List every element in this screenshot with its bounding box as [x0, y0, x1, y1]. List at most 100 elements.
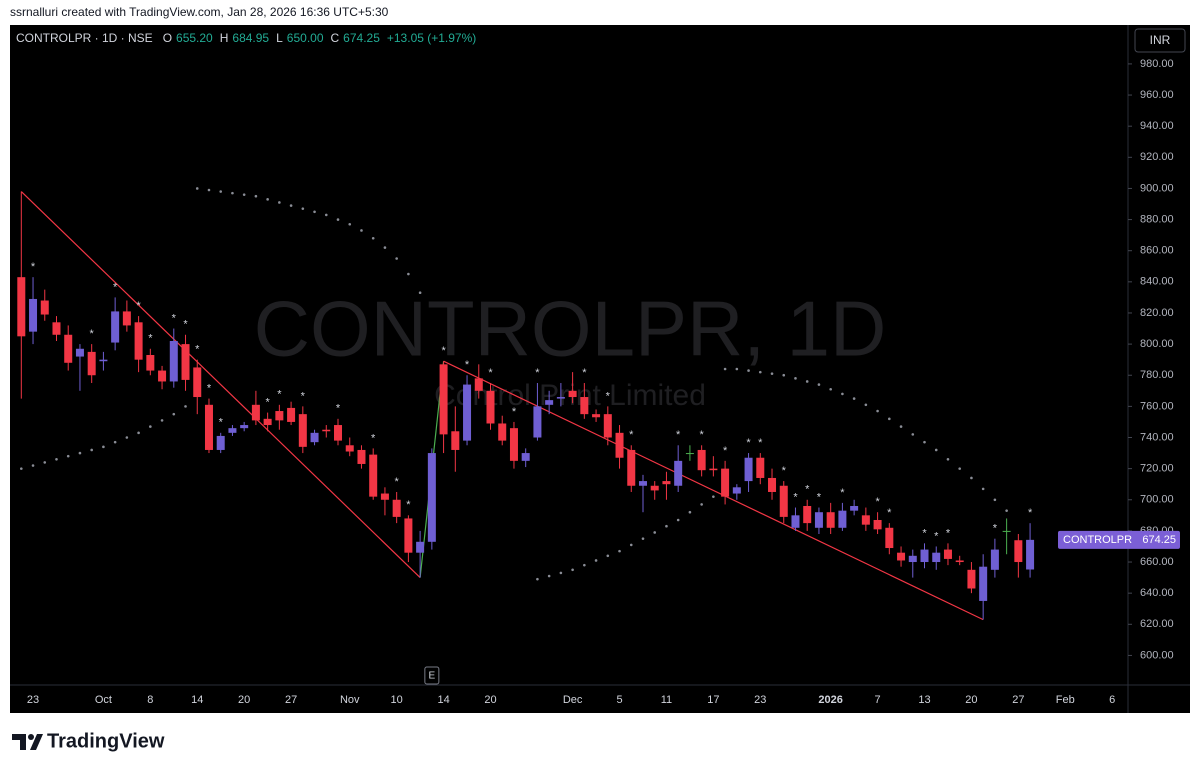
- signal-asterisk: *: [746, 437, 751, 449]
- psar-dot: [184, 405, 187, 408]
- psar-dot: [231, 191, 234, 195]
- signal-asterisk: *: [183, 319, 188, 331]
- psar-dot: [219, 190, 223, 193]
- attribution: ssrnalluri created with TradingView.com,…: [10, 5, 389, 19]
- x-tick-label: 27: [285, 694, 297, 706]
- psar-dot: [336, 218, 340, 221]
- candle-body: [1014, 540, 1023, 563]
- candle-body: [627, 449, 636, 486]
- candle-body: [826, 512, 835, 528]
- y-tick-label: 980.00: [1140, 58, 1174, 70]
- y-tick-label: 860.00: [1140, 245, 1174, 257]
- candle-body: [990, 549, 999, 570]
- signal-asterisk: *: [148, 333, 153, 345]
- candle-body: [181, 344, 190, 380]
- psar-dot: [946, 457, 950, 461]
- psar-dot: [970, 476, 973, 480]
- chart-background: [10, 25, 1190, 713]
- psar-dot: [758, 370, 762, 374]
- psar-dot: [794, 377, 797, 380]
- psar-dot: [43, 461, 47, 464]
- psar-dot: [371, 236, 375, 240]
- psar-dot: [770, 372, 774, 375]
- candle-body: [474, 378, 483, 391]
- y-tick-label: 940.00: [1140, 120, 1174, 132]
- psar-dot: [547, 574, 551, 578]
- psar-dot: [805, 380, 809, 383]
- currency[interactable]: INR: [1150, 33, 1171, 47]
- psar-dot: [841, 392, 844, 396]
- psar-dot: [981, 487, 985, 491]
- candle-body: [955, 560, 964, 563]
- candle-body: [322, 429, 331, 432]
- event-marker: [424, 666, 440, 685]
- x-tick-label: 23: [27, 694, 39, 706]
- candle-body: [193, 367, 202, 398]
- x-tick-label: 7: [875, 694, 881, 706]
- candle-body: [275, 411, 284, 421]
- signal-asterisk: *: [406, 499, 411, 511]
- candle-body: [263, 418, 272, 426]
- candle-body: [885, 527, 894, 549]
- y-tick-label: 620.00: [1140, 618, 1174, 630]
- x-tick-label: Dec: [563, 694, 583, 706]
- signal-asterisk: *: [371, 432, 376, 444]
- last-price-label: 674.25: [1142, 534, 1176, 546]
- psar-dot: [149, 425, 152, 428]
- candle-body: [204, 404, 213, 450]
- symbol: CONTROLPR · 1D · NSE: [16, 31, 153, 45]
- psar-dot: [407, 272, 410, 276]
- psar-dot: [958, 467, 961, 470]
- signal-asterisk: *: [441, 345, 446, 357]
- candle-body: [533, 406, 542, 438]
- candle-body: [943, 549, 952, 559]
- candle-body: [568, 390, 577, 398]
- psar-dot: [817, 383, 821, 386]
- candle-body: [861, 515, 870, 525]
- signal-asterisk: *: [782, 465, 787, 477]
- signal-asterisk: *: [31, 261, 36, 273]
- y-tick-label: 900.00: [1140, 182, 1174, 194]
- psar-dot: [78, 451, 82, 455]
- legend-key: O: [162, 31, 173, 45]
- psar-dot: [852, 397, 856, 400]
- zigzag-line: [443, 360, 984, 621]
- x-tick-label: 14: [437, 694, 449, 706]
- y-tick-label: 820.00: [1140, 307, 1174, 319]
- candle-body: [169, 340, 178, 382]
- signal-asterisk: *: [301, 390, 306, 402]
- candle-body: [638, 481, 647, 486]
- signal-asterisk: *: [676, 429, 681, 441]
- psar-dot: [160, 419, 164, 422]
- y-tick-label: 800.00: [1140, 338, 1174, 350]
- psar-dot: [665, 524, 668, 528]
- x-tick-label: 10: [391, 694, 403, 706]
- psar-dot: [348, 222, 352, 226]
- psar-dot: [888, 417, 891, 421]
- candle-body: [920, 549, 929, 563]
- legend-value: 650.00: [286, 31, 324, 45]
- psar-dot: [289, 204, 293, 207]
- candle-body: [17, 277, 26, 337]
- candle-body: [509, 428, 518, 461]
- signal-asterisk: *: [172, 312, 177, 324]
- psar-dot: [571, 568, 574, 572]
- psar-dot: [137, 431, 140, 435]
- y-tick-label: 840.00: [1140, 276, 1174, 288]
- signal-asterisk: *: [136, 300, 141, 312]
- currency-box[interactable]: [1134, 28, 1186, 53]
- candle-body: [158, 370, 167, 382]
- candle-body: [380, 493, 389, 500]
- legend-change: +13.05 (+1.97%): [386, 31, 477, 45]
- psar-dot: [266, 198, 269, 201]
- candle-body: [345, 445, 354, 452]
- candle-body: [674, 460, 683, 486]
- signal-asterisk: *: [723, 445, 728, 457]
- psar-dot: [829, 387, 832, 391]
- zigzag-line: [20, 191, 421, 579]
- candle-body: [240, 425, 249, 429]
- candle-body: [721, 468, 730, 497]
- candle-body: [979, 566, 988, 601]
